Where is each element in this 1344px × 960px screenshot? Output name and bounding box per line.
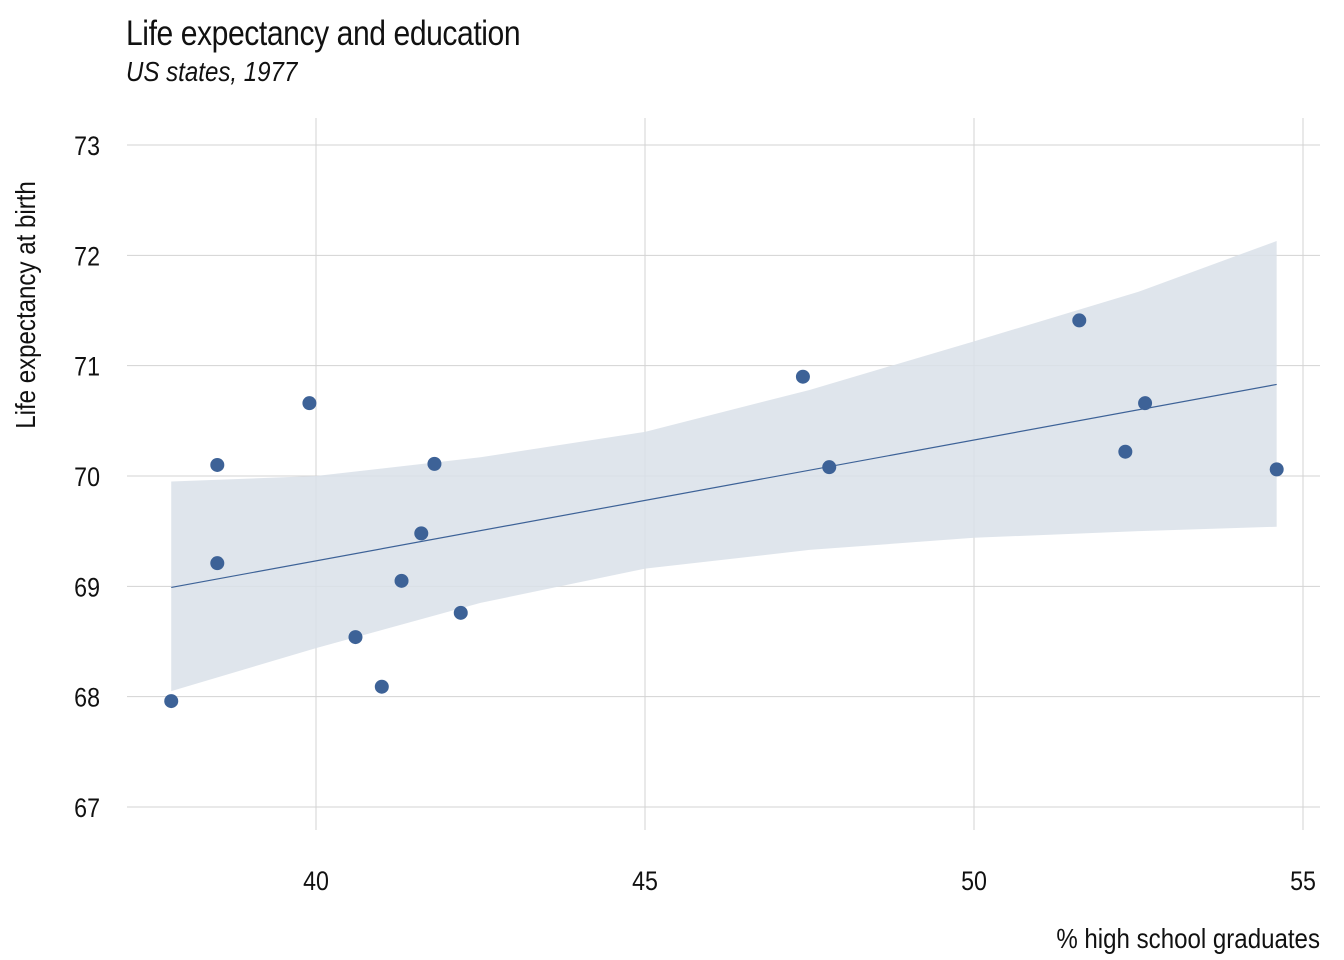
data-point: [164, 694, 179, 709]
data-point: [302, 396, 317, 411]
data-point: [795, 369, 810, 384]
y-tick-label: 70: [74, 462, 100, 492]
data-point: [210, 457, 225, 472]
chart-title: Life expectancy and education: [126, 14, 521, 53]
data-point: [453, 605, 468, 620]
y-tick-label: 67: [74, 793, 100, 823]
data-point: [394, 573, 409, 588]
data-point: [1072, 313, 1087, 328]
data-point: [414, 526, 429, 541]
y-tick-label: 69: [74, 573, 100, 603]
x-tick-labels: 40 45 50 55: [303, 866, 1316, 896]
confidence-band-layer: [171, 240, 1277, 692]
y-tick-labels: 67 68 69 70 71 72 73: [74, 131, 100, 823]
y-tick-label: 68: [74, 683, 100, 713]
data-point: [210, 556, 225, 571]
y-tick-label: 73: [74, 131, 100, 161]
chart-subtitle: US states, 1977: [126, 56, 298, 87]
y-tick-label: 71: [74, 352, 100, 382]
data-point: [374, 679, 389, 694]
y-axis-title: Life expectancy at birth: [9, 181, 41, 429]
trend-line: [171, 383, 1277, 589]
data-point: [348, 630, 363, 645]
data-point: [427, 456, 442, 471]
confidence-band: [171, 240, 1277, 692]
x-tick-label: 45: [632, 866, 658, 896]
data-point: [822, 460, 837, 475]
x-tick-label: 55: [1290, 866, 1316, 896]
data-point: [1269, 462, 1284, 477]
x-tick-label: 50: [961, 866, 987, 896]
x-axis-title: % high school graduates: [1056, 922, 1320, 954]
data-point: [1138, 396, 1153, 411]
points-layer: [164, 313, 1284, 709]
y-tick-label: 72: [74, 242, 100, 272]
data-point: [1118, 444, 1133, 459]
x-tick-label: 40: [303, 866, 329, 896]
trend-line-layer: [171, 383, 1277, 589]
